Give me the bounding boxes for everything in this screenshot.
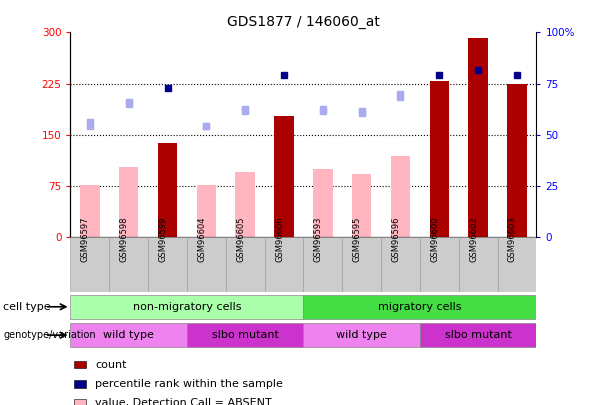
Text: GSM96597: GSM96597 xyxy=(81,217,90,262)
Bar xyxy=(74,399,86,405)
Bar xyxy=(498,32,536,237)
Bar xyxy=(148,237,187,292)
Text: GSM96602: GSM96602 xyxy=(469,217,478,262)
Bar xyxy=(275,115,294,237)
Bar xyxy=(109,32,148,237)
Text: GSM96596: GSM96596 xyxy=(392,217,400,262)
Text: slbo mutant: slbo mutant xyxy=(444,330,512,340)
Bar xyxy=(342,237,381,292)
Bar xyxy=(226,237,265,292)
Bar xyxy=(119,167,139,237)
Bar xyxy=(303,295,536,319)
Bar xyxy=(70,237,109,292)
Bar xyxy=(303,237,342,292)
Text: non-migratory cells: non-migratory cells xyxy=(133,302,241,312)
Bar xyxy=(70,295,303,319)
Bar xyxy=(70,32,109,237)
Bar xyxy=(187,237,226,292)
Bar xyxy=(226,32,265,237)
Bar xyxy=(303,32,342,237)
Text: GSM96606: GSM96606 xyxy=(275,217,284,262)
Bar xyxy=(459,32,498,237)
Bar xyxy=(109,237,148,292)
Bar xyxy=(313,169,333,237)
Bar xyxy=(468,38,488,237)
Bar xyxy=(265,237,303,292)
Title: GDS1877 / 146060_at: GDS1877 / 146060_at xyxy=(227,15,380,29)
Bar xyxy=(507,83,527,237)
Bar xyxy=(148,32,187,237)
Bar xyxy=(303,323,420,347)
Bar xyxy=(381,32,420,237)
Text: genotype/variation: genotype/variation xyxy=(3,330,96,340)
Text: GSM96600: GSM96600 xyxy=(430,217,440,262)
Text: count: count xyxy=(95,360,126,369)
Text: GSM96598: GSM96598 xyxy=(120,217,129,262)
Bar xyxy=(420,323,536,347)
Bar xyxy=(459,237,498,292)
Bar xyxy=(187,32,226,237)
Bar xyxy=(352,173,371,237)
Bar xyxy=(74,360,86,369)
Bar xyxy=(70,323,187,347)
Text: GSM96604: GSM96604 xyxy=(197,217,207,262)
Bar xyxy=(391,156,410,237)
Text: cell type: cell type xyxy=(3,302,51,311)
Bar xyxy=(420,237,459,292)
Text: GSM96599: GSM96599 xyxy=(159,217,167,262)
Bar xyxy=(430,81,449,237)
Text: GSM96605: GSM96605 xyxy=(236,217,245,262)
Bar xyxy=(381,237,420,292)
Bar xyxy=(420,32,459,237)
Bar xyxy=(342,32,381,237)
Text: percentile rank within the sample: percentile rank within the sample xyxy=(95,379,283,389)
Text: GSM96603: GSM96603 xyxy=(508,217,517,262)
Text: slbo mutant: slbo mutant xyxy=(211,330,279,340)
Bar xyxy=(235,172,255,237)
Bar xyxy=(158,143,177,237)
Bar xyxy=(197,185,216,237)
Text: migratory cells: migratory cells xyxy=(378,302,462,312)
Text: GSM96593: GSM96593 xyxy=(314,217,323,262)
Text: value, Detection Call = ABSENT: value, Detection Call = ABSENT xyxy=(95,399,272,405)
Text: wild type: wild type xyxy=(337,330,387,340)
Text: GSM96595: GSM96595 xyxy=(352,217,362,262)
Bar xyxy=(498,237,536,292)
Bar xyxy=(187,323,303,347)
Text: wild type: wild type xyxy=(104,330,154,340)
Bar xyxy=(74,380,86,388)
Bar xyxy=(265,32,303,237)
Bar xyxy=(80,185,99,237)
